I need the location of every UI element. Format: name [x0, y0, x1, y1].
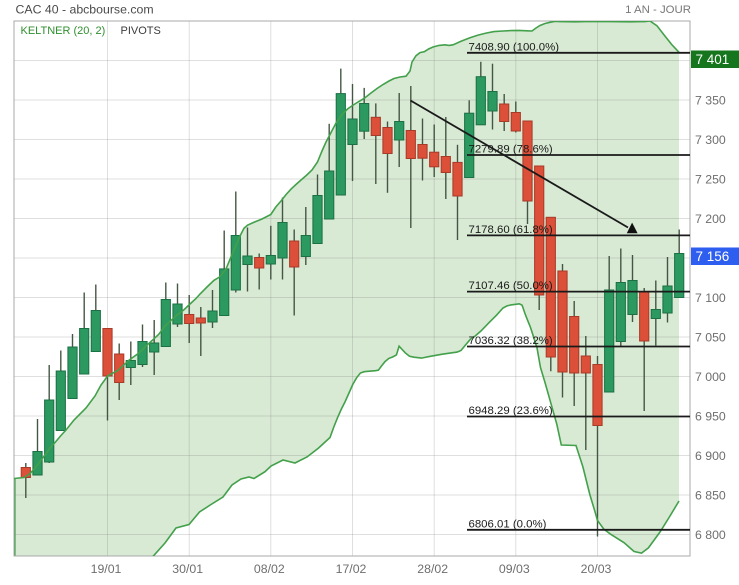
svg-text:7107.46 (50.0%): 7107.46 (50.0%)	[469, 280, 553, 292]
svg-text:7408.90 (100.0%): 7408.90 (100.0%)	[469, 41, 560, 53]
svg-text:28/02: 28/02	[417, 562, 448, 576]
svg-text:7 401: 7 401	[696, 52, 730, 67]
svg-text:08/02: 08/02	[254, 562, 285, 576]
svg-text:20/03: 20/03	[581, 562, 612, 576]
svg-text:7178.60 (61.8%): 7178.60 (61.8%)	[469, 224, 553, 236]
svg-text:7 300: 7 300	[695, 133, 726, 147]
svg-text:7 156: 7 156	[696, 249, 730, 264]
svg-text:7 050: 7 050	[695, 330, 726, 344]
svg-text:7279.89 (78.6%): 7279.89 (78.6%)	[469, 144, 553, 156]
svg-text:6 850: 6 850	[695, 488, 726, 502]
svg-text:1 AN - JOUR: 1 AN - JOUR	[625, 4, 691, 16]
svg-text:17/02: 17/02	[336, 562, 367, 576]
svg-text:6 800: 6 800	[695, 528, 726, 542]
svg-text:7036.32 (38.2%): 7036.32 (38.2%)	[469, 335, 553, 347]
svg-text:30/01: 30/01	[172, 562, 203, 576]
svg-text:7 200: 7 200	[695, 212, 726, 226]
svg-text:6 950: 6 950	[695, 409, 726, 423]
svg-text:CAC 40 - abcbourse.com: CAC 40 - abcbourse.com	[16, 3, 154, 17]
svg-text:7 250: 7 250	[695, 172, 726, 186]
svg-text:7 350: 7 350	[695, 93, 726, 107]
svg-text:7 000: 7 000	[695, 370, 726, 384]
svg-text:6948.29 (23.6%): 6948.29 (23.6%)	[469, 405, 553, 417]
svg-text:PIVOTS: PIVOTS	[121, 25, 161, 37]
svg-text:19/01: 19/01	[91, 562, 122, 576]
svg-text:KELTNER (20, 2): KELTNER (20, 2)	[21, 25, 106, 37]
svg-text:7 100: 7 100	[695, 291, 726, 305]
svg-text:09/03: 09/03	[499, 562, 530, 576]
svg-text:6 900: 6 900	[695, 449, 726, 463]
svg-text:6806.01 (0.0%): 6806.01 (0.0%)	[469, 518, 547, 530]
